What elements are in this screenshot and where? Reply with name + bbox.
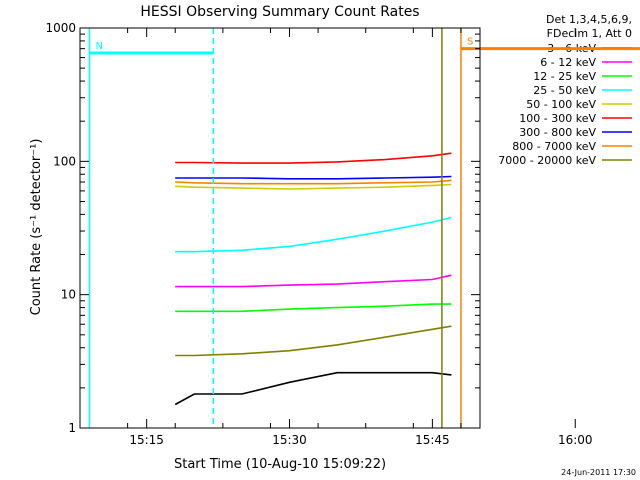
y-axis-title: Count Rate (s⁻¹ detector⁻¹) xyxy=(29,139,44,316)
series-line-2 xyxy=(175,303,452,313)
series-layer xyxy=(174,152,452,406)
legend-entry-label: 100 - 300 keV xyxy=(519,112,596,125)
x-tick-label: 15:30 xyxy=(272,433,307,447)
annotation-label: N xyxy=(96,41,103,52)
legend-entry-label: 12 - 25 keV xyxy=(533,70,596,83)
legend-header-line-1: Det 1,3,4,5,6,9, xyxy=(546,13,632,26)
y-tick-label: 1000 xyxy=(45,21,76,35)
series-line-6 xyxy=(175,175,452,180)
legend-entry-label: 50 - 100 keV xyxy=(526,98,596,111)
legend-entry-label: 25 - 50 keV xyxy=(533,84,596,97)
legend-entry-label: 800 - 7000 keV xyxy=(512,140,596,153)
series-line-8 xyxy=(175,325,452,357)
series-line-1 xyxy=(175,274,452,288)
y-tick-label: 10 xyxy=(61,288,76,302)
x-axis-title: Start Time (10-Aug-10 15:09:22) xyxy=(174,457,386,472)
series-line-4 xyxy=(175,183,452,190)
series-line-0 xyxy=(174,371,452,406)
axes-layer: 110100100015:1515:3015:4516:0016:1516:30… xyxy=(45,21,593,447)
y-tick-label: 100 xyxy=(53,154,76,168)
series-line-5 xyxy=(175,152,452,164)
legend-entry-label: 7000 - 20000 keV xyxy=(498,154,596,167)
legend-header-line-2: FDecim 1, Att 0 xyxy=(547,27,632,40)
chart-title: HESSI Observing Summary Count Rates xyxy=(140,4,419,20)
footer-date: 24-Jun-2011 17:30 xyxy=(561,468,636,477)
plot-frame xyxy=(79,27,481,429)
y-tick-label: 1 xyxy=(68,421,76,435)
legend-entry-label: 6 - 12 keV xyxy=(540,56,596,69)
legend-entry-label: 300 - 800 keV xyxy=(519,126,596,139)
x-tick-label: 16:00 xyxy=(558,433,593,447)
x-tick-label: 15:15 xyxy=(129,433,164,447)
x-tick-label: 15:45 xyxy=(415,433,450,447)
series-line-3 xyxy=(175,216,452,253)
annotation-label: S xyxy=(467,37,473,48)
legend-header: Det 1,3,4,5,6,9, FDecim 1, Att 0 xyxy=(546,13,632,40)
series-line-7 xyxy=(175,179,452,185)
